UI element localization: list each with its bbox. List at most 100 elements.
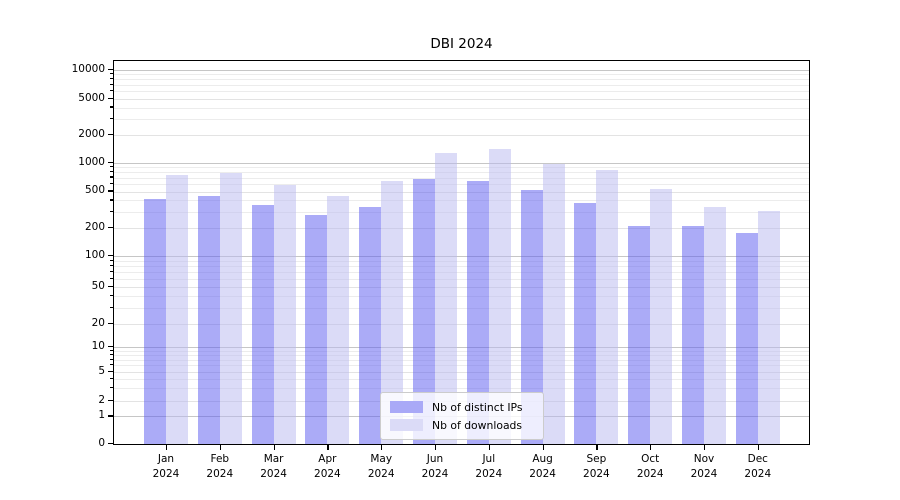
bar-downloads-jun [435, 153, 457, 444]
legend-label-downloads: Nb of downloads [432, 418, 523, 432]
x-tick-mark [273, 445, 275, 450]
y-tick-label-100: 100 [84, 248, 105, 261]
x-tick-label-feb: Feb 2024 [206, 453, 234, 480]
x-tick-mark [596, 445, 598, 450]
bar-downloads-oct [650, 189, 673, 444]
x-tick-label-aug: Aug 2024 [529, 453, 556, 480]
bar-layer [114, 61, 809, 444]
y-minor-tick-mark [110, 210, 113, 212]
y-minor-tick-mark [110, 264, 113, 266]
gridline-40 [114, 296, 809, 297]
x-tick-mark [650, 445, 652, 450]
x-tick-mark [435, 445, 437, 450]
y-tick-label-20: 20 [91, 317, 105, 330]
y-tick-mark [108, 226, 113, 229]
gridline-10000 [114, 70, 809, 71]
x-tick-label-sep: Sep 2024 [583, 453, 610, 480]
x-tick-label-jun: Jun 2024 [421, 453, 449, 480]
y-tick-mark [108, 68, 113, 71]
gridline-900 [114, 167, 809, 168]
bar-downloads-may [381, 181, 404, 444]
y-tick-label-5: 5 [98, 364, 105, 377]
x-tick-label-apr: Apr 2024 [314, 453, 341, 480]
y-tick-mark [108, 443, 113, 445]
x-tick-label-nov: Nov 2024 [690, 453, 718, 480]
gridline-7 [114, 359, 809, 361]
y-minor-tick-mark [110, 73, 113, 75]
gridline-700 [114, 177, 809, 179]
x-tick-label-mar: Mar 2024 [260, 453, 287, 480]
x-tick-mark [219, 445, 221, 450]
gridline-80 [114, 265, 809, 267]
y-tick-mark [108, 415, 113, 417]
gridline-30 [114, 307, 809, 309]
y-minor-tick-mark [110, 176, 113, 178]
gridline-100 [114, 255, 809, 257]
y-minor-tick-mark [110, 277, 113, 279]
y-tick-mark [108, 285, 113, 288]
gridline-50 [114, 287, 809, 288]
legend-label-distinct-ips: Nb of distinct IPs [432, 400, 523, 414]
y-minor-tick-mark [110, 199, 113, 201]
y-minor-tick-mark [110, 295, 113, 297]
gridline-8 [114, 354, 809, 356]
y-minor-tick-mark [110, 386, 113, 389]
x-tick-label-oct: Oct 2024 [636, 453, 664, 480]
y-tick-label-5000: 5000 [78, 91, 105, 104]
x-tick-label-dec: Dec 2024 [744, 453, 772, 480]
y-minor-tick-mark [110, 83, 113, 85]
y-tick-label-1000: 1000 [78, 155, 105, 168]
x-tick-mark [757, 445, 759, 450]
y-minor-tick-mark [110, 349, 113, 351]
bar-downloads-jan [166, 175, 188, 444]
gridline-9000 [114, 74, 809, 76]
bar-distinct-ips-feb [197, 195, 220, 444]
legend-row-downloads: Nb of downloads [390, 417, 534, 433]
gridline-600 [114, 183, 809, 185]
y-minor-tick-mark [110, 78, 113, 80]
plot-area [113, 60, 810, 445]
y-minor-tick-mark [110, 270, 113, 272]
gridline-6 [114, 365, 809, 367]
bar-downloads-dec [757, 210, 780, 444]
y-tick-mark [108, 97, 113, 99]
y-tick-label-2: 2 [98, 393, 105, 406]
gridline-3000 [114, 119, 809, 120]
x-tick-mark [166, 445, 168, 450]
gridline-10 [114, 346, 809, 348]
y-minor-tick-mark [110, 117, 113, 120]
y-minor-tick-mark [110, 358, 113, 360]
y-tick-label-0: 0 [98, 437, 105, 449]
gridline-3 [114, 387, 809, 389]
y-tick-mark [108, 323, 113, 325]
bar-downloads-jul [488, 148, 511, 444]
gridline-5000 [114, 98, 809, 100]
y-tick-mark [108, 345, 113, 347]
gridline-90 [114, 260, 809, 262]
bar-downloads-nov [704, 207, 726, 444]
gridline-500 [114, 191, 809, 193]
bar-distinct-ips-jul [466, 181, 489, 444]
y-tick-label-10000: 10000 [71, 62, 105, 75]
gridline-2000 [114, 135, 809, 137]
bar-distinct-ips-sep [574, 202, 597, 444]
y-minor-tick-mark [110, 259, 113, 261]
y-tick-mark [108, 161, 113, 163]
x-tick-mark [704, 445, 706, 450]
gridline-70 [114, 271, 809, 273]
bar-downloads-sep [596, 170, 619, 444]
y-minor-tick-mark [110, 90, 113, 92]
y-tick-label-10: 10 [91, 339, 105, 352]
y-tick-label-50: 50 [91, 279, 105, 292]
bar-distinct-ips-may [359, 207, 382, 444]
bar-downloads-apr [327, 196, 350, 444]
bar-downloads-mar [273, 184, 296, 444]
gridline-200 [114, 227, 809, 229]
gridline-400 [114, 200, 809, 202]
gridline-60 [114, 278, 809, 280]
bar-distinct-ips-apr [305, 215, 328, 444]
bar-distinct-ips-jan [144, 199, 166, 444]
gridline-7000 [114, 84, 809, 86]
gridline-4000 [114, 107, 809, 109]
